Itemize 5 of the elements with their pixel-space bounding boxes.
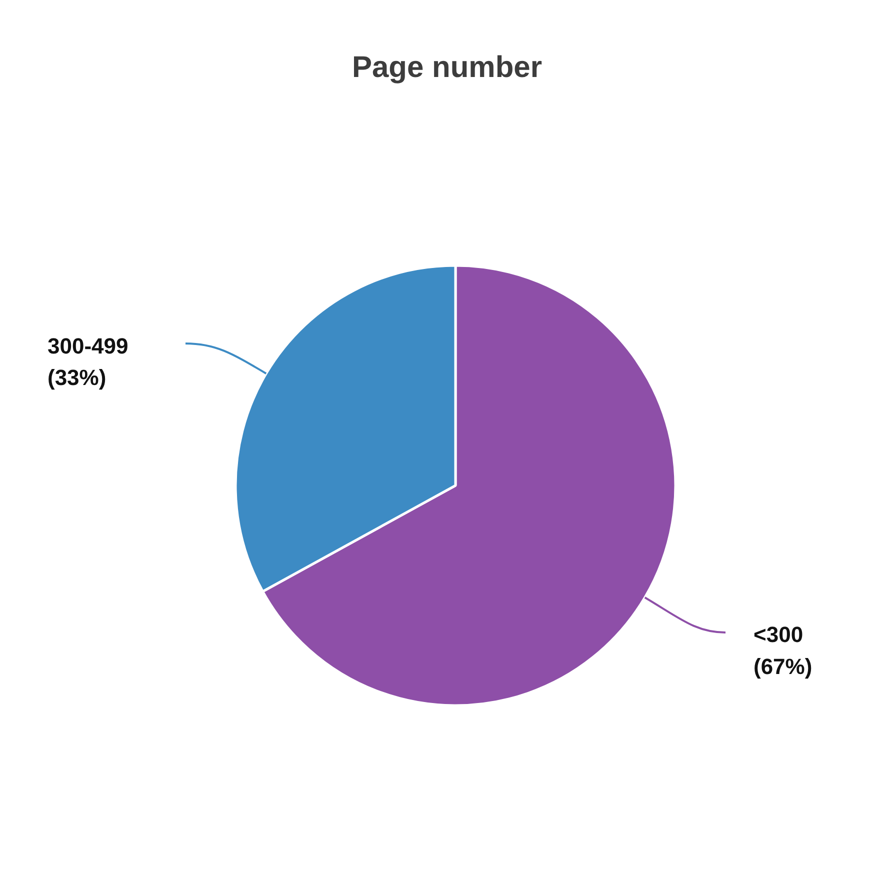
slice-label: 300-499 bbox=[48, 334, 128, 359]
slice-label: <300 bbox=[754, 622, 804, 647]
chart-title: Page number bbox=[352, 51, 542, 84]
data-label: (67%) bbox=[754, 654, 812, 679]
data-label: (33%) bbox=[48, 365, 106, 390]
